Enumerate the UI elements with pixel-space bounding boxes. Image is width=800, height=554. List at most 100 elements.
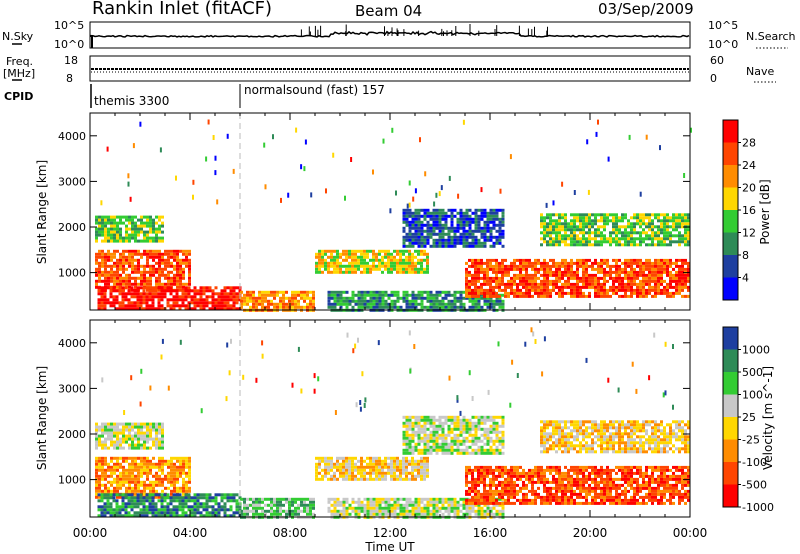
data-cell xyxy=(501,214,505,218)
data-cell xyxy=(98,224,101,228)
data-cell xyxy=(121,295,125,299)
data-cell xyxy=(101,270,104,274)
data-cell xyxy=(522,291,525,295)
data-cell xyxy=(115,298,119,302)
data-cell xyxy=(639,219,642,223)
data-cell xyxy=(173,282,176,286)
data-cell xyxy=(142,499,146,503)
data-cell xyxy=(675,288,678,292)
data-cell xyxy=(107,434,110,438)
data-cell xyxy=(121,508,125,512)
data-cell xyxy=(125,279,128,283)
data-cell xyxy=(143,422,146,426)
data-cell xyxy=(137,425,140,429)
data-cell xyxy=(624,213,627,217)
data-cell xyxy=(139,511,143,515)
data-cell xyxy=(387,261,390,265)
data-cell xyxy=(411,267,414,271)
data-cell xyxy=(660,240,663,244)
data-cell xyxy=(182,267,185,271)
data-cell xyxy=(603,285,606,289)
data-cell xyxy=(128,422,131,426)
data-cell xyxy=(187,292,191,296)
data-cell xyxy=(146,462,149,466)
data-cell xyxy=(348,459,351,463)
data-cell xyxy=(342,471,345,475)
data-cell xyxy=(128,233,131,237)
sparse-point xyxy=(280,197,282,203)
data-cell xyxy=(669,276,672,280)
nsearch-label: N.Search xyxy=(746,30,796,43)
data-cell xyxy=(161,258,164,262)
data-cell xyxy=(112,511,116,515)
data-cell xyxy=(411,462,414,466)
data-cell xyxy=(176,264,179,268)
data-cell xyxy=(669,285,672,289)
colorbar-segment xyxy=(723,210,738,233)
sparse-point xyxy=(226,133,229,139)
data-cell xyxy=(137,267,140,271)
data-cell xyxy=(666,258,669,262)
data-cell xyxy=(119,276,122,280)
data-cell xyxy=(170,255,173,259)
data-cell xyxy=(98,218,101,222)
data-cell xyxy=(113,422,116,426)
data-cell xyxy=(648,243,651,247)
data-cell xyxy=(327,465,330,469)
data-cell xyxy=(456,229,460,233)
data-cell xyxy=(217,307,221,311)
data-cell xyxy=(336,296,340,300)
data-cell xyxy=(243,506,246,510)
data-cell xyxy=(188,261,191,265)
data-cell xyxy=(193,505,197,509)
data-cell xyxy=(327,462,330,466)
data-cell xyxy=(432,229,436,233)
data-cell xyxy=(522,282,525,286)
data-cell xyxy=(285,305,288,309)
data-cell xyxy=(633,282,636,286)
data-cell xyxy=(549,231,552,235)
data-cell xyxy=(504,291,507,295)
data-cell xyxy=(489,211,493,215)
data-cell xyxy=(576,240,579,244)
data-cell xyxy=(624,285,627,289)
data-cell xyxy=(211,292,215,296)
data-cell xyxy=(633,222,636,226)
data-cell xyxy=(182,270,185,274)
data-cell xyxy=(558,219,561,223)
data-cell xyxy=(666,243,669,247)
data-cell xyxy=(125,480,128,484)
data-cell xyxy=(226,493,230,497)
data-cell xyxy=(134,489,137,493)
data-cell xyxy=(291,290,294,294)
data-cell xyxy=(522,264,525,268)
data-cell xyxy=(417,500,421,504)
data-cell xyxy=(519,264,522,268)
data-cell xyxy=(447,226,451,230)
data-cell xyxy=(137,239,140,243)
data-cell xyxy=(127,502,131,506)
data-cell xyxy=(113,221,116,225)
data-cell xyxy=(390,290,394,294)
data-cell xyxy=(143,462,146,466)
data-cell xyxy=(270,503,273,507)
data-cell xyxy=(405,509,409,513)
data-cell xyxy=(178,502,182,506)
data-cell xyxy=(582,270,585,274)
data-cell xyxy=(312,497,315,501)
data-cell xyxy=(107,218,110,222)
data-cell xyxy=(152,255,155,259)
data-cell xyxy=(318,471,321,475)
data-cell xyxy=(429,299,433,303)
data-cell xyxy=(246,293,249,297)
data-cell xyxy=(423,506,427,510)
data-cell xyxy=(140,465,143,469)
data-cell xyxy=(118,292,122,296)
data-cell xyxy=(378,512,382,516)
data-cell xyxy=(188,480,191,484)
data-cell xyxy=(594,237,597,241)
data-cell xyxy=(456,211,460,215)
data-cell xyxy=(408,503,412,507)
data-cell xyxy=(666,270,669,274)
data-cell xyxy=(573,294,576,298)
